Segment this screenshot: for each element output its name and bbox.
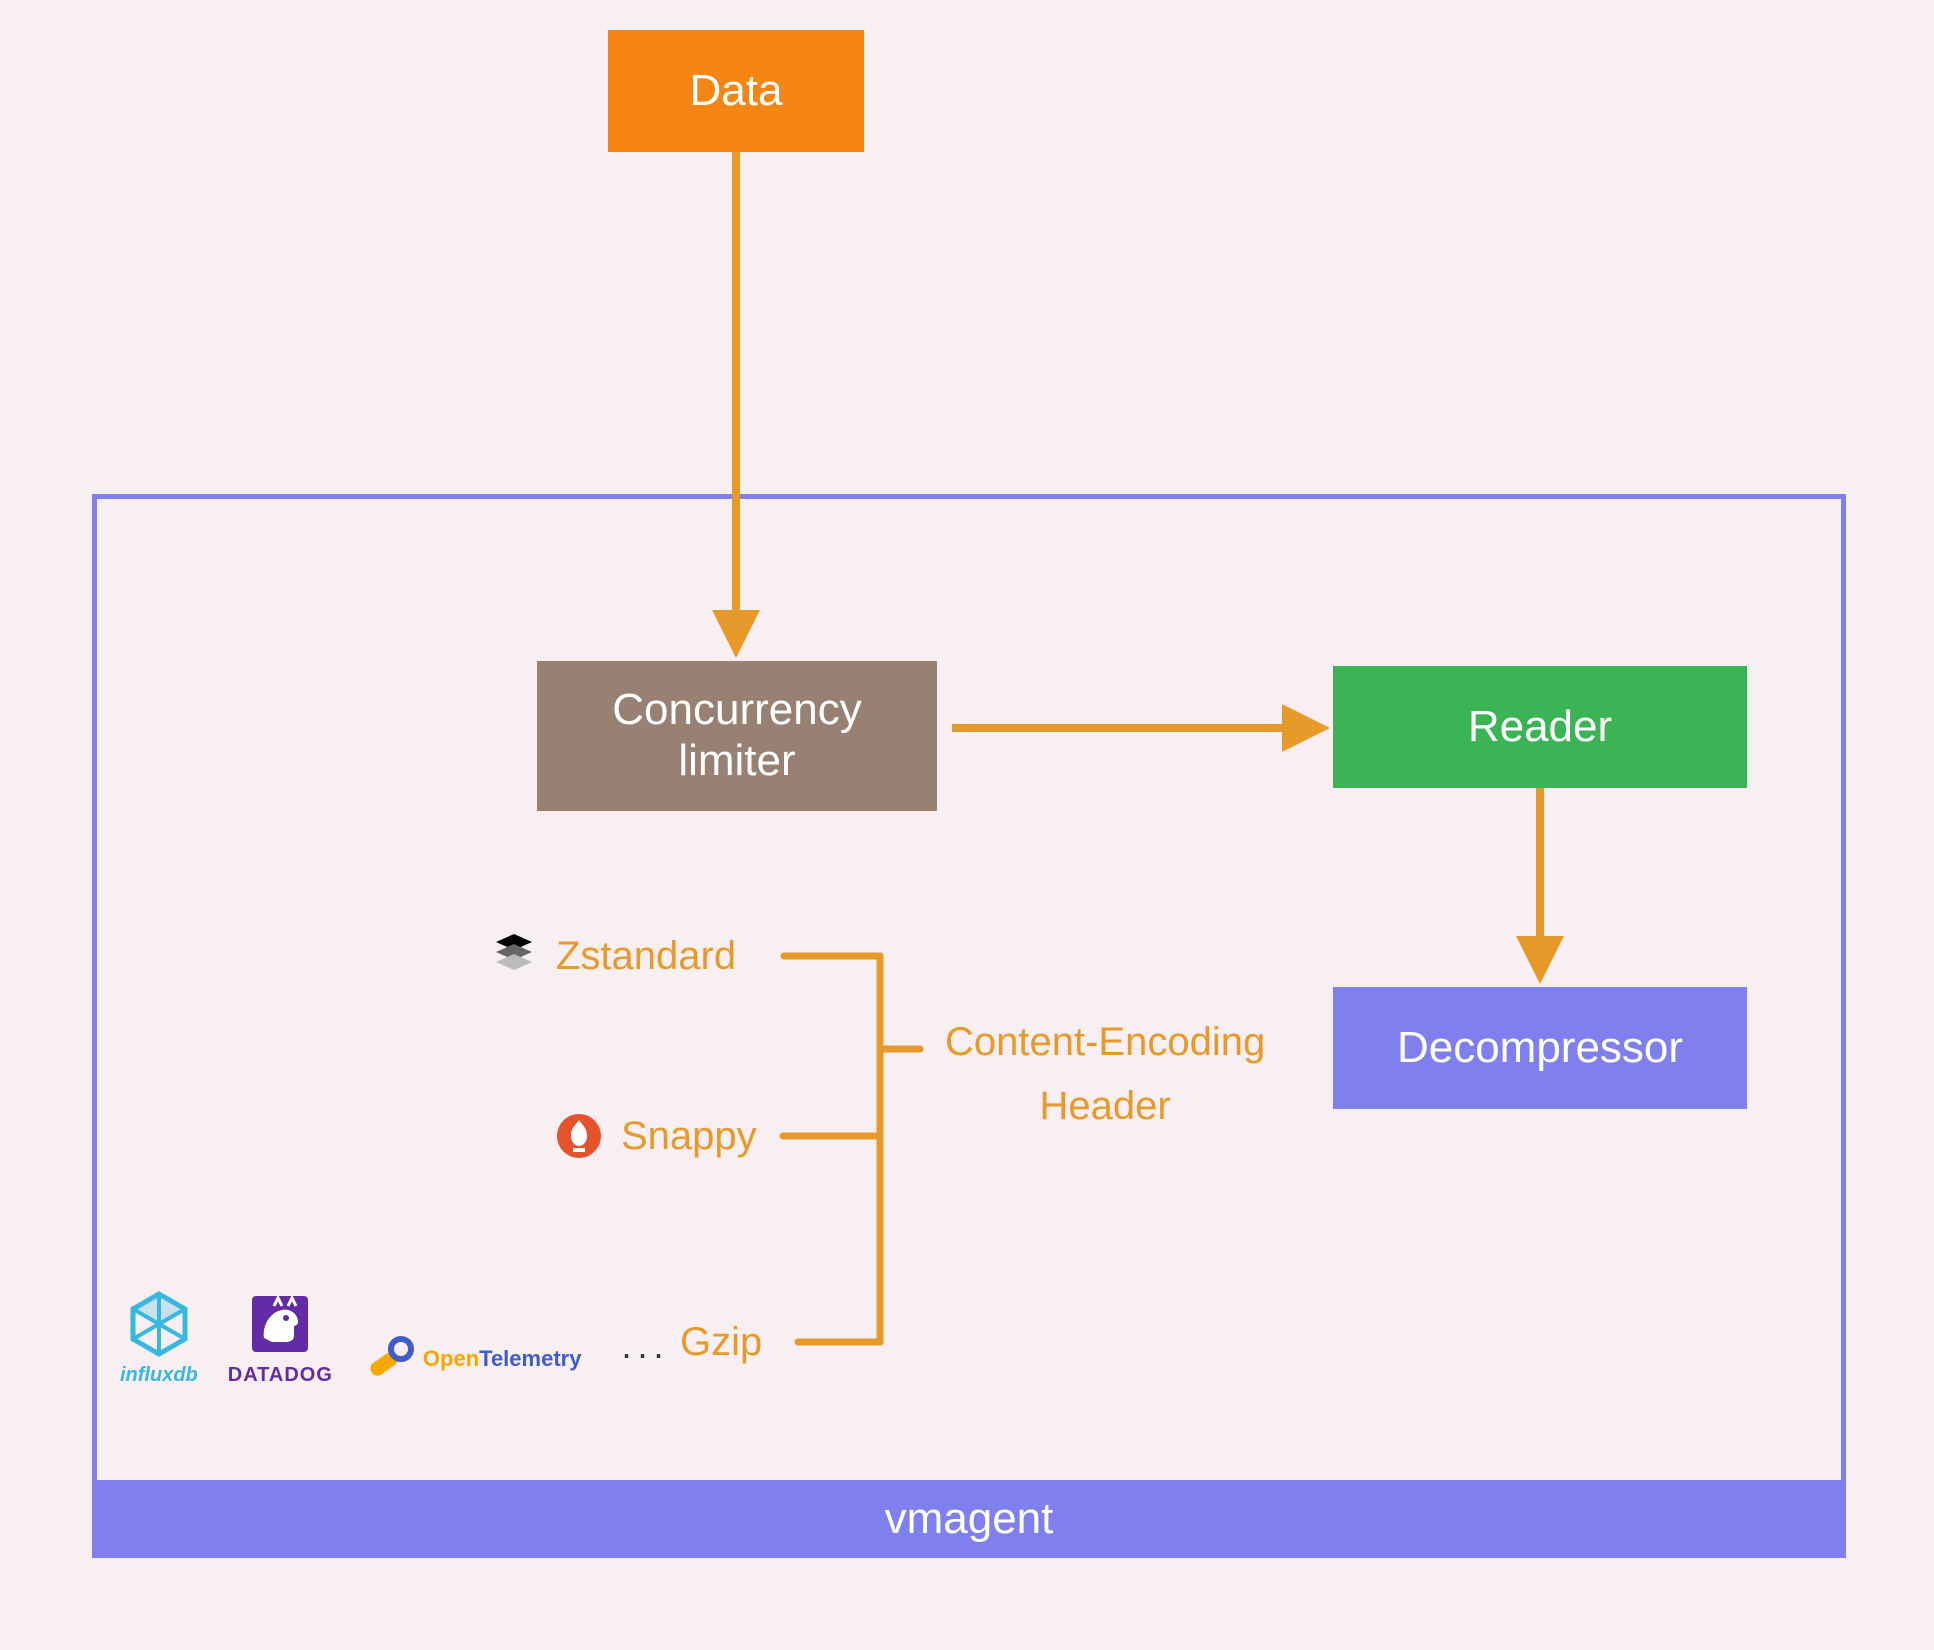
brand-influxdb: influxdb: [120, 1288, 198, 1387]
node-data: Data: [608, 30, 864, 152]
encoding-snappy-label: Snappy: [621, 1114, 757, 1159]
encoding-zstandard: Zstandard: [490, 926, 736, 986]
vmagent-footer: vmagent: [92, 1480, 1846, 1558]
brand-influxdb-caption: influxdb: [120, 1364, 198, 1387]
node-reader-label: Reader: [1468, 702, 1612, 753]
brand-ellipsis: ...: [621, 1325, 669, 1367]
brand-otel: OpenTelemetry: [363, 1331, 582, 1387]
brand-datadog-caption: DATADOG: [228, 1364, 333, 1387]
node-concurrency-label: Concurrency limiter: [612, 685, 861, 786]
influxdb-icon: [123, 1288, 195, 1360]
brand-datadog: DATADOG: [228, 1288, 333, 1387]
vmagent-footer-label: vmagent: [885, 1494, 1054, 1544]
encoding-gzip-label: Gzip: [680, 1320, 762, 1365]
opentelemetry-icon: [363, 1331, 419, 1387]
node-decompressor-label: Decompressor: [1397, 1023, 1683, 1074]
node-reader: Reader: [1333, 666, 1747, 788]
encoding-snappy: Snappy: [555, 1106, 757, 1166]
brand-row: influxdb DATADOG OpenTelemetry...: [120, 1288, 669, 1387]
encoding-gzip: Gzip: [680, 1312, 762, 1372]
content-encoding-header-label: Content-Encoding Header: [945, 1010, 1265, 1138]
node-decompressor: Decompressor: [1333, 987, 1747, 1109]
encoding-zstandard-label: Zstandard: [556, 934, 736, 979]
zstd-icon: [490, 932, 538, 980]
node-data-label: Data: [690, 66, 783, 117]
brand-otel-caption: OpenTelemetry: [423, 1346, 582, 1372]
prometheus-icon: [555, 1112, 603, 1160]
datadog-icon: [244, 1288, 316, 1360]
node-concurrency: Concurrency limiter: [537, 661, 937, 811]
